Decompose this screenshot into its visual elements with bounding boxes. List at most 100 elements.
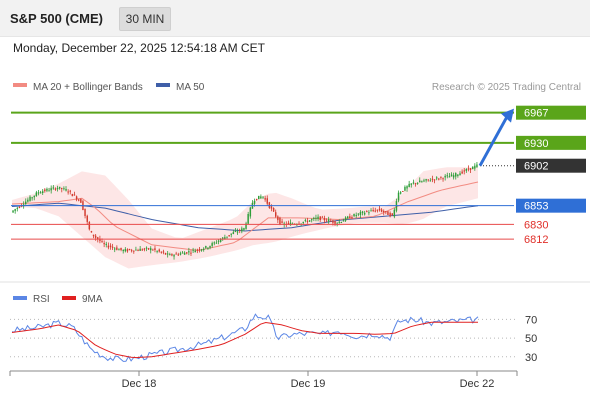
candle-body: [397, 192, 400, 201]
candle-body: [179, 253, 182, 255]
candle-body: [116, 247, 118, 250]
candle-body: [63, 188, 65, 190]
candle-body: [181, 252, 184, 254]
level-lines: 6967 6930 6902 6853 6830 6812: [11, 105, 586, 246]
candle-body: [37, 192, 40, 194]
candle-body: [474, 165, 476, 169]
candle-body: [88, 222, 91, 230]
candle-body: [311, 219, 313, 221]
candle-body: [152, 249, 154, 251]
candle-body: [376, 209, 379, 211]
candle-body: [198, 249, 201, 251]
candle-body: [436, 177, 438, 179]
candle-body: [137, 250, 139, 252]
candle-body: [270, 206, 273, 209]
candle-body: [150, 248, 152, 251]
candle-body: [262, 196, 264, 198]
candle-body: [247, 214, 249, 224]
support-label: 6812: [524, 234, 548, 246]
candle-body: [469, 168, 472, 170]
rsi-ma-legend-swatch: [62, 296, 76, 300]
candle-body: [14, 209, 16, 211]
candle-body: [56, 188, 59, 190]
candle-body: [33, 195, 35, 198]
candle-body: [306, 220, 309, 222]
candle-body: [387, 211, 389, 215]
candle-body: [114, 248, 116, 250]
candle-body: [12, 210, 14, 213]
candle-body: [258, 195, 260, 200]
candle-body: [425, 179, 427, 181]
candle-body: [73, 194, 76, 196]
candle-body: [448, 176, 451, 178]
rsi-ma-legend-label: 9MA: [82, 294, 103, 305]
candle-body: [175, 253, 177, 255]
research-credit: Research © 2025 Trading Central: [432, 82, 581, 93]
candle-body: [190, 252, 192, 254]
candle-body: [243, 228, 245, 230]
candle-body: [423, 180, 425, 182]
candle-body: [86, 215, 88, 222]
candle-body: [459, 173, 461, 176]
candle-body: [224, 237, 226, 240]
candle-body: [476, 164, 478, 168]
candle-body: [319, 216, 321, 220]
candle-body: [378, 208, 381, 211]
candle-body: [404, 186, 406, 191]
candle-body: [323, 218, 326, 221]
timeframe-button[interactable]: 30 MIN: [119, 7, 171, 31]
candle-body: [90, 231, 93, 233]
instrument-title: S&P 500 (CME): [10, 11, 103, 26]
candle-body: [363, 212, 366, 215]
candle-body: [164, 253, 167, 255]
candle-body: [433, 179, 436, 181]
projection-arrow-shaft: [478, 115, 509, 167]
candle-body: [97, 237, 99, 240]
candle-body: [241, 228, 243, 232]
candle-body: [272, 208, 275, 212]
current-price-tag: [516, 158, 586, 173]
candle-body: [366, 211, 368, 213]
candle-body: [277, 216, 279, 221]
candle-body: [192, 249, 194, 251]
candle-body: [234, 231, 237, 232]
candle-body: [92, 234, 95, 237]
candle-body: [173, 255, 175, 257]
candle-body: [442, 178, 444, 180]
bollinger-band: [12, 167, 478, 269]
candle-body: [107, 245, 110, 248]
candle-body: [67, 191, 69, 193]
ma20-legend-swatch: [13, 83, 27, 87]
candle-body: [156, 250, 158, 252]
candle-body: [143, 248, 146, 250]
candle-body: [69, 190, 71, 192]
candle-body: [211, 243, 213, 246]
candle-body: [226, 236, 228, 238]
candle-body: [393, 209, 396, 217]
candle-body: [16, 207, 19, 209]
candle-body: [472, 166, 474, 170]
candle-body: [239, 229, 241, 231]
candle-body: [416, 182, 419, 184]
candle-body: [25, 201, 27, 205]
candle-body: [313, 217, 315, 219]
candle-body: [260, 196, 262, 199]
candle-body: [232, 232, 235, 234]
resistance-tag: [516, 135, 586, 150]
candle-body: [196, 249, 199, 251]
candle-body: [22, 204, 25, 206]
candle-body: [65, 189, 67, 191]
candle-body: [141, 249, 143, 251]
candle-body: [166, 253, 169, 255]
rsi-legend-swatch: [13, 296, 27, 300]
candle-body: [317, 216, 319, 219]
candle-body: [461, 171, 463, 174]
candle-body: [304, 219, 307, 221]
candle-body: [338, 221, 340, 223]
candle-body: [52, 187, 55, 189]
candle-body: [321, 216, 324, 218]
candle-body: [455, 173, 457, 177]
candle-body: [457, 174, 459, 176]
candle-body: [385, 211, 387, 213]
candle-body: [78, 199, 80, 201]
